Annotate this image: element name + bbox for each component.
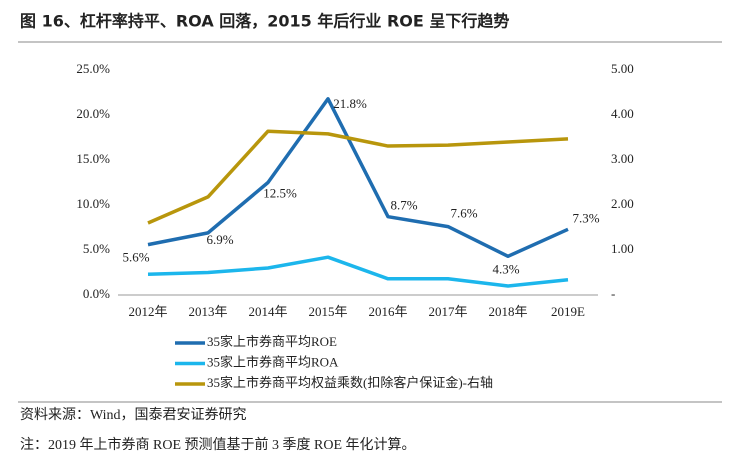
series-line	[147, 255, 569, 288]
x-tick-label: 2014年	[248, 304, 287, 319]
x-tick-label: 2012年	[128, 304, 167, 319]
y-tick-label: 15.0%	[76, 151, 110, 166]
y2-tick-label: 3.00	[611, 151, 634, 166]
x-tick-label: 2019E	[551, 304, 585, 319]
y2-tick-label: 2.00	[611, 196, 634, 211]
note: 注：2019 年上市券商 ROE 预测值基于前 3 季度 ROE 年化计算。	[20, 436, 416, 453]
data-label: 6.9%	[206, 232, 233, 247]
data-label: 7.3%	[572, 210, 599, 225]
y2-tick-label: 4.00	[611, 106, 634, 121]
y2-tick-label: -	[611, 286, 615, 301]
x-tick-label: 2015年	[308, 304, 347, 319]
series-line	[147, 129, 569, 225]
y-tick-label: 25.0%	[76, 61, 110, 76]
data-label: 8.7%	[390, 198, 417, 213]
x-tick-label: 2016年	[368, 304, 407, 319]
legend-label: 35家上市券商平均权益乘数(扣除客户保证金)-右轴	[207, 375, 493, 390]
y2-tick-label: 5.00	[611, 61, 634, 76]
data-label: 12.5%	[263, 185, 297, 200]
data-label: 21.8%	[333, 96, 367, 111]
legend-label: 35家上市券商平均ROE	[207, 334, 337, 349]
y-tick-label: 10.0%	[76, 196, 110, 211]
chart-title: 图 16、杠杆率持平、ROA 回落，2015 年后行业 ROE 呈下行趋势	[20, 12, 509, 31]
data-label: 4.3%	[492, 261, 519, 276]
data-label: 7.6%	[450, 206, 477, 221]
y-tick-label: 0.0%	[83, 286, 110, 301]
legend-label: 35家上市券商平均ROA	[207, 354, 339, 369]
x-tick-label: 2013年	[188, 304, 227, 319]
source: 资料来源：Wind，国泰君安证券研究	[20, 407, 247, 423]
y2-tick-label: 1.00	[611, 241, 634, 256]
x-tick-label: 2018年	[488, 304, 527, 319]
data-label: 5.6%	[122, 250, 149, 265]
y-tick-label: 5.0%	[83, 241, 110, 256]
x-tick-label: 2017年	[428, 304, 467, 319]
y-tick-label: 20.0%	[76, 106, 110, 121]
series-line	[147, 97, 569, 259]
